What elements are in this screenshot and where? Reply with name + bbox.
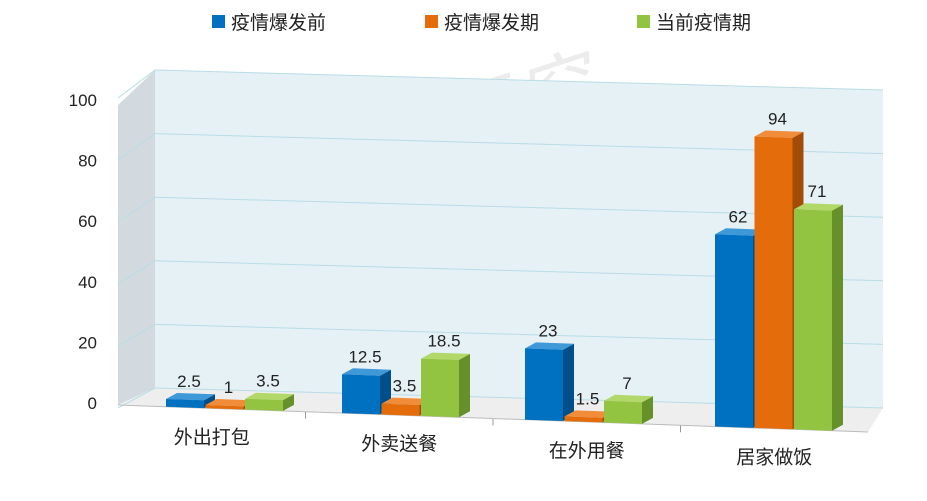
bar-top <box>715 228 764 236</box>
bar-front <box>166 399 204 409</box>
side-gridline <box>117 387 156 409</box>
bar-front <box>715 234 753 428</box>
bar-top <box>205 399 255 407</box>
bar-top <box>564 410 614 418</box>
bar-top <box>245 392 294 401</box>
legend-swatch-series-3 <box>637 15 650 28</box>
bar-top <box>754 130 804 138</box>
bar-top <box>381 397 431 405</box>
data-label: 1 <box>224 378 233 397</box>
bar-top <box>421 352 470 360</box>
legend-label-series-2: 疫情爆发期 <box>444 12 540 34</box>
bar-front <box>754 136 793 430</box>
bar-side <box>459 353 470 418</box>
bar-front <box>205 405 244 410</box>
bar-2-3 <box>794 203 843 431</box>
bar-top <box>342 368 391 376</box>
y-tick-label: 20 <box>78 333 97 352</box>
bar-front <box>342 374 380 415</box>
bar-side <box>283 394 294 411</box>
side-gridline <box>117 196 156 223</box>
bar-side <box>832 204 843 431</box>
y-tick-label: 0 <box>88 394 97 413</box>
x-category-label: 外卖送餐 <box>361 433 437 455</box>
data-label: 94 <box>768 110 787 129</box>
data-label: 1.5 <box>576 389 600 408</box>
back-wall <box>155 70 883 408</box>
chart-legend: 疫情爆发前 疫情爆发期 当前疫情期 <box>0 8 927 36</box>
bar-2-1 <box>421 352 470 418</box>
bar-front <box>245 398 283 411</box>
data-label: 23 <box>539 321 558 340</box>
x-category-label: 居家做饭 <box>736 447 812 469</box>
legend-label-series-3: 当前疫情期 <box>656 12 752 34</box>
bar-2-2 <box>604 394 653 424</box>
bar-side <box>642 396 653 424</box>
legend-item-series-2: 疫情爆发期 <box>425 8 539 35</box>
y-tick-label: 100 <box>69 91 97 110</box>
floor <box>118 388 883 432</box>
data-label: 12.5 <box>348 347 381 366</box>
y-tick-label: 60 <box>78 212 97 231</box>
legend-label-series-1: 疫情爆发前 <box>231 12 327 34</box>
data-label: 2.5 <box>177 372 201 391</box>
legend-item-series-1: 疫情爆发前 <box>212 8 326 35</box>
side-gridline <box>117 69 156 99</box>
bar-top <box>525 342 574 350</box>
bar-front <box>525 348 563 421</box>
legend-item-series-3: 当前疫情期 <box>637 8 751 35</box>
side-gridline <box>117 133 156 161</box>
bar-front <box>381 403 420 416</box>
bar-side <box>563 343 574 421</box>
data-label: 3.5 <box>393 377 417 396</box>
bar-front <box>421 358 459 418</box>
data-label: 7 <box>622 374 631 393</box>
bar-front <box>564 416 603 423</box>
bar-top <box>794 203 843 211</box>
data-label: 71 <box>808 182 827 201</box>
side-wall <box>118 70 155 405</box>
data-label: 62 <box>729 207 748 226</box>
legend-swatch-series-1 <box>212 15 225 28</box>
bar-0-0 <box>166 393 215 409</box>
legend-swatch-series-2 <box>425 15 438 28</box>
bar-front <box>604 400 642 424</box>
x-category-label: 在外用餐 <box>549 440 625 462</box>
gridline <box>154 69 884 91</box>
y-tick-label: 80 <box>78 152 97 171</box>
data-label: 18.5 <box>427 332 460 351</box>
y-tick-label: 40 <box>78 273 97 292</box>
bar-top <box>166 393 215 401</box>
bar-top <box>604 394 653 403</box>
bar-2-0 <box>245 392 294 411</box>
data-label: 3.5 <box>256 372 280 391</box>
bar-front <box>794 209 832 431</box>
bar-0-2 <box>525 342 574 421</box>
side-gridline <box>117 323 156 347</box>
side-gridline <box>117 260 156 285</box>
x-category-label: 外出打包 <box>174 426 250 448</box>
